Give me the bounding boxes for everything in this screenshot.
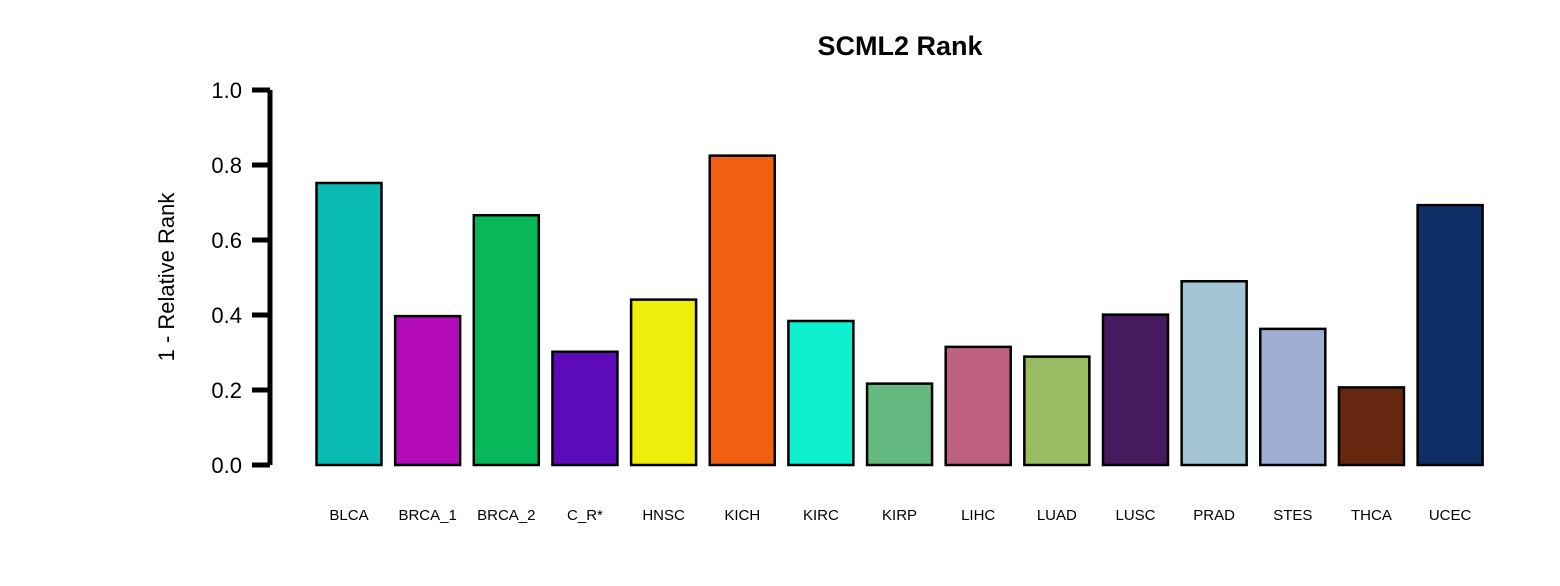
bar-ucec (1416, 203, 1484, 467)
y-tick-label: 0.6 (211, 228, 242, 253)
x-tick-label: LUAD (1037, 507, 1077, 524)
x-tick-label: THCA (1351, 507, 1392, 524)
x-tick-label: KIRP (882, 507, 917, 524)
bar-brca-1 (393, 314, 462, 467)
bar-prad (1180, 280, 1248, 467)
bar-kirp (865, 382, 934, 467)
bar-stes (1259, 327, 1327, 467)
y-axis-label: 1 - Relative Rank (154, 192, 179, 362)
x-tick-labels: BLCA BRCA_1 BRCA_2 C_R* HNSC KICH KIRC KIRP LIHC… (329, 507, 1471, 524)
bar-lihc (944, 345, 1012, 467)
x-tick-label: BLCA (329, 507, 368, 524)
bar-lusc (1101, 313, 1170, 467)
bar-c-r (551, 350, 619, 467)
bar-blca (315, 181, 383, 467)
x-tick-label: HNSC (642, 507, 685, 524)
y-tick-label: 1.0 (211, 78, 242, 103)
x-tick-label: STES (1273, 507, 1312, 524)
y-axis: 0.0 0.2 0.4 0.6 0.8 1.0 (211, 78, 273, 478)
y-tick-label: 0.8 (211, 153, 242, 178)
bars-group (315, 154, 1484, 467)
chart-title: SCML2 Rank (817, 31, 983, 61)
bar-kirc (787, 319, 855, 467)
y-tick-label: 0.2 (211, 378, 242, 403)
x-tick-label: LUSC (1115, 507, 1155, 524)
bar-brca-2 (472, 214, 541, 467)
x-tick-label: UCEC (1429, 507, 1472, 524)
bar-thca (1337, 386, 1406, 467)
x-tick-label: LIHC (961, 507, 995, 524)
bar-kich (708, 154, 776, 467)
bar-hnsc (629, 298, 698, 467)
x-tick-label: BRCA_2 (477, 507, 535, 524)
y-tick-label: 0.0 (211, 453, 242, 478)
bar-luad (1023, 355, 1091, 467)
x-tick-label: KIRC (803, 507, 839, 524)
x-tick-label: PRAD (1193, 507, 1235, 524)
x-tick-label: BRCA_1 (398, 507, 456, 524)
y-tick-label: 0.4 (211, 303, 242, 328)
x-tick-label: KICH (724, 507, 760, 524)
x-tick-label: C_R* (567, 507, 603, 524)
